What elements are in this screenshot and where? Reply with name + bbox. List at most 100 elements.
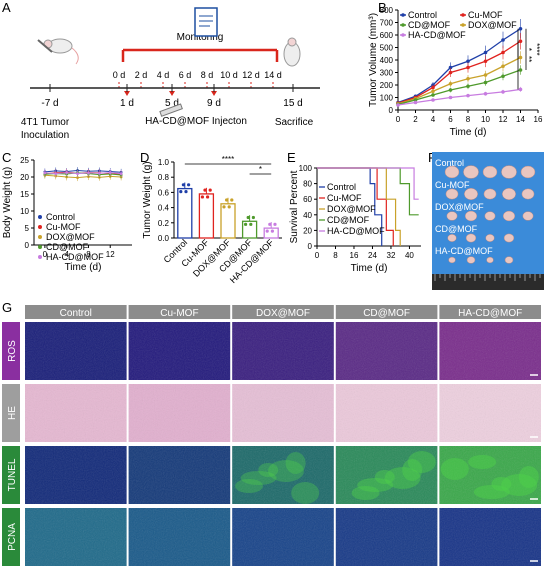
histology-texture — [335, 508, 438, 566]
data-point — [54, 172, 58, 175]
bar-cu-mof — [198, 193, 215, 239]
y-tick-label: 0.6 — [158, 188, 170, 197]
apoptosis-signal — [285, 452, 306, 474]
y-tick-label: 700 — [380, 19, 394, 28]
legend-label: Control — [46, 212, 75, 222]
x-tick-label: 8 — [333, 251, 338, 260]
legend-marker — [461, 13, 465, 17]
legend-label: Control — [327, 182, 356, 192]
day-top-label: 10 d — [220, 70, 238, 80]
panel-label-b: B — [378, 0, 387, 15]
histology-column-header — [335, 305, 438, 319]
legend-marker — [38, 245, 42, 249]
photo-row-label: DOX@MOF — [435, 202, 484, 212]
panel-label-c: C — [2, 150, 12, 165]
day-minus7: -7 d — [41, 98, 58, 109]
x-tick-label: 8 — [466, 115, 471, 124]
day-top-label: 14 d — [264, 70, 282, 80]
mouse-icon-left — [37, 38, 79, 65]
apoptosis-signal — [258, 463, 279, 477]
legend-label: CD@MOF — [327, 215, 370, 225]
data-point — [251, 215, 255, 220]
tumor-sample — [521, 188, 535, 200]
data-point — [431, 93, 435, 97]
legend-label: Control — [408, 10, 437, 20]
data-point — [76, 176, 79, 180]
legend-label: HA-CD@MOF — [327, 226, 385, 236]
data-point — [448, 70, 453, 75]
histology-column-header — [232, 305, 334, 319]
bar-ha-cd@mof — [263, 227, 279, 239]
legend-label: DOX@MOF — [468, 20, 517, 30]
y-axis-label: Body Weight (g) — [2, 167, 13, 239]
ruler — [432, 274, 544, 290]
apoptosis-signal — [468, 455, 497, 469]
bar-control — [177, 187, 193, 239]
apoptosis-signal — [440, 458, 469, 480]
data-point — [518, 87, 523, 92]
x-tick-label: 12 — [106, 250, 115, 259]
y-tick-label: 0.4 — [158, 204, 170, 213]
day-1: 1 d — [120, 98, 134, 109]
data-point — [206, 195, 210, 199]
panel-label-a: A — [2, 0, 11, 15]
y-tick-label: 800 — [380, 6, 394, 15]
data-point — [466, 65, 470, 70]
histology-texture — [128, 384, 231, 442]
legend-marker — [401, 23, 405, 27]
legend-label: Cu-MOF — [327, 193, 362, 203]
histology-column-label: CD@MOF — [363, 308, 410, 319]
injection-arrow — [211, 91, 217, 96]
x-tick-label: 8 — [86, 250, 91, 259]
day-15: 15 d — [283, 98, 302, 109]
data-point — [518, 39, 523, 44]
histology-texture — [232, 322, 334, 380]
tumor-sample — [464, 188, 478, 200]
x-tick-label: 2 — [413, 115, 418, 124]
x-tick-label: 6 — [448, 115, 453, 124]
data-point — [466, 93, 470, 98]
data-point — [431, 98, 435, 102]
day-top-label: 2 d — [135, 70, 148, 80]
data-point — [518, 26, 523, 31]
legend-label: DOX@MOF — [327, 204, 376, 214]
histology-row-label: TUNEL — [7, 458, 18, 491]
injection-label: HA-CD@MOF Injecton — [145, 116, 247, 127]
bar-dox@mof — [220, 203, 236, 239]
data-point — [222, 205, 226, 209]
x-axis-label: Time (d) — [450, 127, 487, 138]
series-line-cd@mof — [397, 69, 521, 106]
histology-row-header — [2, 322, 20, 380]
series-line-ha-cd@mof — [44, 172, 122, 175]
tumor-sample — [522, 211, 534, 221]
data-point — [187, 183, 191, 187]
y-tick-label: 5 — [25, 224, 30, 233]
legend-marker — [38, 235, 42, 239]
histology-row-header — [2, 384, 20, 442]
tumor-sample — [446, 211, 458, 221]
significance-label: * — [524, 48, 533, 51]
apoptosis-signal — [268, 460, 304, 482]
timeline-diagram: Monitoring 0 d 2 d 4 d 6 d 8 d 10 d 12 d 14 d -… — [21, 7, 320, 141]
tumor-sample — [484, 211, 496, 221]
inoculation-label-1: 4T1 Tumor — [21, 117, 70, 128]
tumor-sample — [447, 234, 457, 242]
histology-row-label: PCNA — [7, 523, 18, 551]
legend-label: CD@MOF — [46, 242, 89, 252]
y-tick-label: 40 — [303, 211, 312, 220]
tumor-sample — [448, 256, 456, 264]
x-tick-label: 12 — [499, 115, 508, 124]
data-point — [501, 38, 505, 42]
y-tick-label: 300 — [380, 69, 394, 78]
legend-label: Cu-MOF — [468, 10, 503, 20]
y-tick-label: 100 — [299, 164, 313, 173]
significance-label: **** — [532, 43, 541, 55]
y-tick-label: 0.8 — [158, 173, 170, 182]
day-top-label: 12 d — [242, 70, 260, 80]
data-point — [483, 80, 488, 85]
tumor-sample — [464, 210, 478, 222]
series-line-ha-cd@mof — [317, 167, 419, 200]
legend-marker — [401, 33, 405, 37]
tumor-sample — [482, 165, 498, 179]
x-tick-label: 0 — [43, 250, 48, 259]
